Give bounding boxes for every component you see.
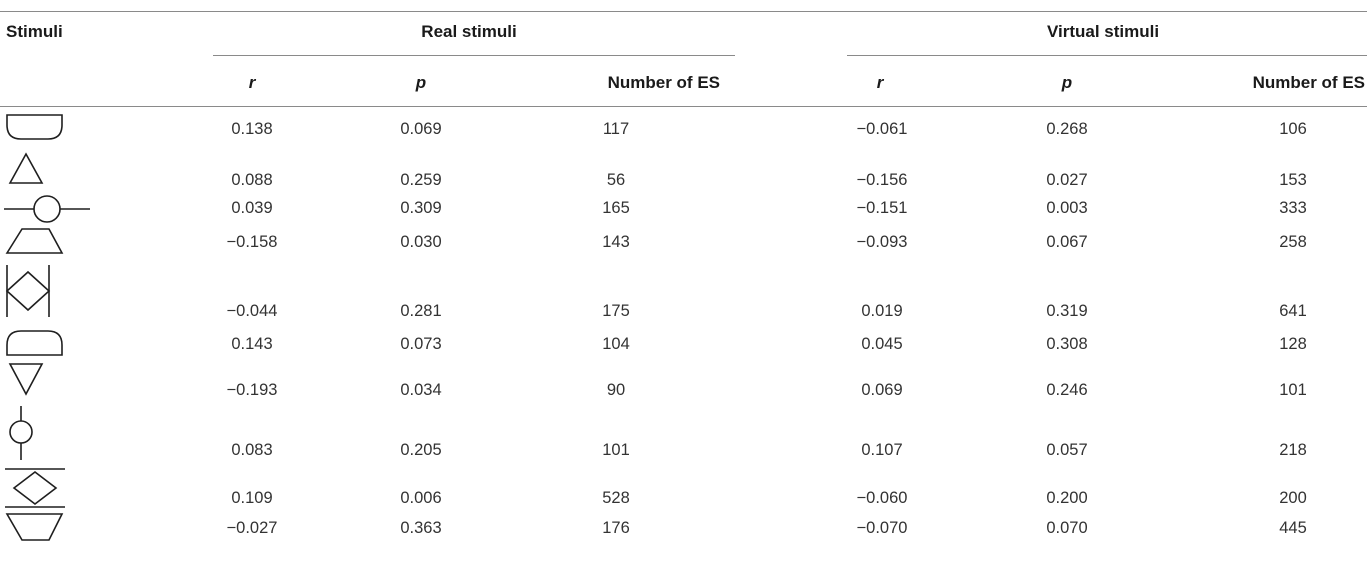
real-number-es-cell: 528: [602, 489, 630, 507]
real-number-es-header: Number of ES: [607, 73, 720, 92]
virtual-r-cell: −0.093: [856, 233, 908, 251]
real-r-cell: 0.088: [231, 171, 273, 189]
real-p-cell: 0.006: [400, 489, 442, 507]
virtual-number-es-cell: 445: [1279, 519, 1307, 537]
header-bottom-rule: [0, 106, 1367, 107]
flat-top-half-round-bottom-icon: [6, 114, 63, 140]
trapezoid-up-icon: [5, 228, 64, 254]
virtual-r-cell: −0.156: [856, 171, 908, 189]
virtual-number-es-cell: 101: [1279, 381, 1307, 399]
real-r-cell: −0.027: [226, 519, 278, 537]
real-p-cell: 0.069: [400, 120, 442, 138]
half-round-top-flat-bottom-icon: [6, 330, 63, 356]
virtual-r-cell: 0.107: [861, 441, 903, 459]
virtual-number-es-cell: 218: [1279, 441, 1307, 459]
real-r-cell: −0.158: [226, 233, 278, 251]
virtual-r-cell: 0.045: [861, 335, 903, 353]
triangle-down-icon: [8, 363, 44, 396]
real-group-underline: [213, 55, 735, 56]
virtual-p-cell: 0.319: [1046, 302, 1088, 320]
real-p-cell: 0.259: [400, 171, 442, 189]
virtual-r-cell: 0.019: [861, 302, 903, 320]
virtual-r-cell: −0.061: [856, 120, 908, 138]
virtual-p-cell: 0.200: [1046, 489, 1088, 507]
virtual-number-es-cell: 153: [1279, 171, 1307, 189]
real-r-cell: −0.044: [226, 302, 278, 320]
real-number-es-cell: 104: [602, 335, 630, 353]
real-r-cell: 0.138: [231, 120, 273, 138]
virtual-p-cell: 0.027: [1046, 171, 1088, 189]
virtual-number-es-cell: 641: [1279, 302, 1307, 320]
triangle-up-icon: [8, 152, 44, 184]
real-number-es-cell: 56: [606, 171, 626, 189]
real-number-es-cell: 117: [602, 120, 630, 138]
virtual-stimuli-header: Virtual stimuli: [1046, 22, 1160, 41]
virtual-number-es-cell: 258: [1279, 233, 1307, 251]
stimuli-header: Stimuli: [6, 22, 63, 41]
real-p-cell: 0.205: [400, 441, 442, 459]
real-r-cell: 0.109: [231, 489, 273, 507]
virtual-r-cell: −0.070: [856, 519, 908, 537]
trapezoid-down-icon: [5, 513, 64, 541]
virtual-r-cell: −0.151: [856, 199, 908, 217]
virtual-p-cell: 0.070: [1046, 519, 1088, 537]
real-p-cell: 0.034: [400, 381, 442, 399]
virtual-p-cell: 0.246: [1046, 381, 1088, 399]
real-number-es-cell: 143: [602, 233, 630, 251]
real-r-cell: 0.143: [231, 335, 273, 353]
real-p-cell: 0.309: [400, 199, 442, 217]
real-p-cell: 0.073: [400, 335, 442, 353]
top-rule: [0, 11, 1367, 12]
real-number-es-cell: 90: [606, 381, 626, 399]
real-p-cell: 0.030: [400, 233, 442, 251]
virtual-number-es-cell: 106: [1279, 120, 1307, 138]
virtual-p-cell: 0.268: [1046, 120, 1088, 138]
real-p-cell: 0.363: [400, 519, 442, 537]
real-number-es-cell: 176: [602, 519, 630, 537]
virtual-p-header: p: [1061, 73, 1073, 92]
real-number-es-cell: 165: [602, 199, 630, 217]
real-p-cell: 0.281: [400, 302, 442, 320]
real-number-es-cell: 101: [602, 441, 630, 459]
virtual-r-header: r: [876, 73, 884, 92]
virtual-r-cell: 0.069: [861, 381, 903, 399]
real-stimuli-header: Real stimuli: [421, 22, 517, 41]
real-r-header: r: [248, 73, 256, 92]
diamond-horizontal-bars-icon: [5, 468, 65, 508]
virtual-p-cell: 0.003: [1046, 199, 1088, 217]
real-p-header: p: [415, 73, 427, 92]
virtual-group-underline: [847, 55, 1367, 56]
virtual-p-cell: 0.308: [1046, 335, 1088, 353]
virtual-number-es-header: Number of ES: [1252, 73, 1365, 92]
virtual-p-cell: 0.057: [1046, 441, 1088, 459]
diamond-vertical-bars-icon: [5, 265, 51, 317]
real-r-cell: −0.193: [226, 381, 278, 399]
virtual-r-cell: −0.060: [856, 489, 908, 507]
virtual-p-cell: 0.067: [1046, 233, 1088, 251]
real-number-es-cell: 175: [602, 302, 630, 320]
virtual-number-es-cell: 200: [1279, 489, 1307, 507]
real-r-cell: 0.083: [231, 441, 273, 459]
circle-horizontal-line-icon: [4, 195, 90, 223]
real-r-cell: 0.039: [231, 199, 273, 217]
circle-vertical-line-icon: [9, 406, 33, 460]
virtual-number-es-cell: 128: [1279, 335, 1307, 353]
virtual-number-es-cell: 333: [1279, 199, 1307, 217]
